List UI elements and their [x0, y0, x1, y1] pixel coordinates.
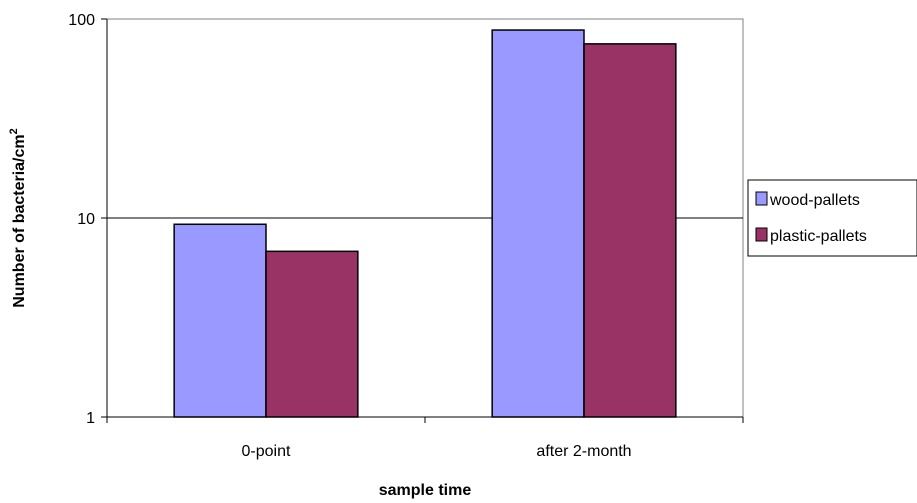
legend-label-plastic-pallets: plastic-pallets [770, 228, 867, 245]
legend-items: wood-pallets plastic-pallets [755, 191, 867, 245]
bars [173, 29, 677, 418]
legend-label-wood-pallets: wood-pallets [769, 192, 860, 209]
x-tick-label: after 2-month [536, 443, 631, 460]
x-axis-title: sample time [379, 482, 472, 499]
legend-swatch-plastic-pallets [755, 227, 768, 242]
y-tick-labels: 1 10 100 [68, 12, 95, 427]
axes [101, 18, 744, 423]
bar-wood-pallets [173, 223, 267, 418]
y-tick-label-10: 10 [77, 211, 95, 228]
x-tick-label: 0-point [242, 443, 291, 460]
bar-wood-pallets [491, 29, 585, 418]
bar-plastic-pallets [583, 43, 677, 418]
legend: wood-pallets plastic-pallets [747, 179, 917, 257]
y-axis-title: Number of bacteria/cm2 [8, 128, 28, 308]
y-axis-title-text: Number of bacteria/cm [11, 134, 28, 307]
bar-plastic-pallets [265, 250, 359, 418]
legend-swatch-wood-pallets [755, 191, 768, 206]
y-axis-title-superscript: 2 [8, 128, 20, 134]
y-tick-label-1: 1 [86, 410, 95, 427]
y-tick-label-100: 100 [68, 12, 95, 29]
legend-box [747, 179, 917, 257]
x-tick-labels: 0-point after 2-month [242, 443, 632, 460]
